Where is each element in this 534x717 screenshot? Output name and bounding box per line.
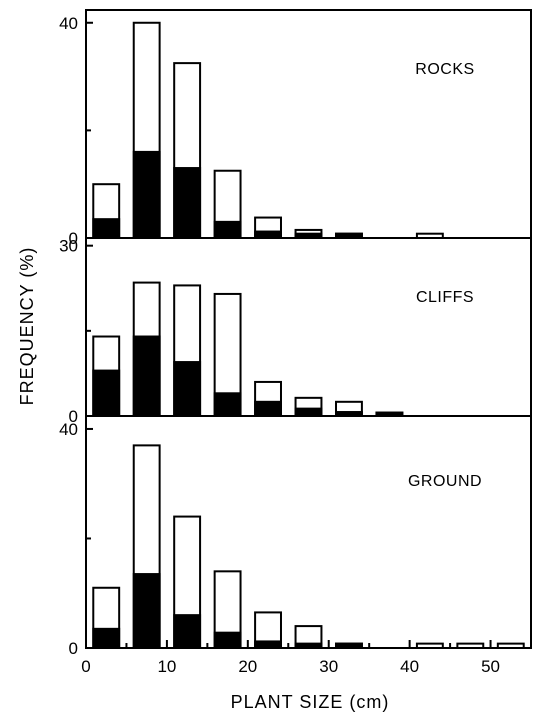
x-tick-label: 0 [81,657,90,676]
x-tick-label: 20 [238,657,257,676]
bar-filled [132,150,161,239]
bar-filled [92,627,121,649]
bar-total [456,642,485,649]
bar-filled [213,631,242,650]
panel-label: CLIFFS [416,289,474,306]
bar-filled [213,220,242,240]
bar-filled [254,640,282,650]
bar-filled [294,642,323,649]
y-tick-label: 30 [59,237,78,256]
x-axis-label: PLANT SIZE (cm) [231,692,390,712]
bar-total [415,642,444,649]
panel-label: ROCKS [415,61,474,78]
x-axis: 0 10 20 30 40 50 [81,640,500,676]
panel-cliffs: 0 30 CLIFFS [59,237,532,426]
bar-filled [132,573,161,649]
x-tick-label: 10 [157,657,176,676]
bar-filled [173,361,202,417]
x-tick-label: 40 [400,657,419,676]
x-tick-label: 30 [319,657,338,676]
bar-filled [335,642,363,649]
bar-filled [173,614,202,650]
y-tick-label: 0 [69,639,78,658]
y-tick-label: 40 [59,14,78,33]
bar-filled [173,167,202,239]
x-tick-label: 50 [481,657,500,676]
y-tick-label: 40 [59,420,78,439]
panel-rocks: 0 40 ROCKS [59,9,532,248]
bar-filled [254,400,282,418]
panel-ground: 0 40 GROUND [59,415,532,658]
bar-filled [294,407,323,417]
bar-filled [132,335,161,418]
bar-filled [213,392,242,417]
y-tick-label: 0 [69,407,78,426]
panel-label: GROUND [408,473,482,490]
y-tick-label: 0 [69,229,78,248]
bar-filled [92,369,121,418]
y-axis-label: FREQUENCY (%) [17,247,37,406]
bar-total [496,642,525,649]
bar-filled [92,218,121,240]
